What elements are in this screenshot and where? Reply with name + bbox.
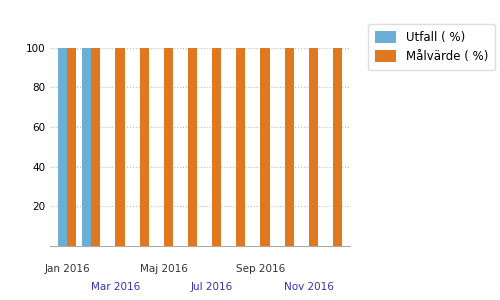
Bar <box>58 48 67 246</box>
Bar <box>116 48 124 246</box>
Bar <box>91 48 101 246</box>
Bar <box>260 48 270 246</box>
Text: Jan 2016: Jan 2016 <box>44 264 90 274</box>
Bar <box>82 48 91 246</box>
Bar <box>284 48 294 246</box>
Text: Jul 2016: Jul 2016 <box>191 282 233 292</box>
Text: Nov 2016: Nov 2016 <box>284 282 334 292</box>
Bar <box>67 48 76 246</box>
Text: Maj 2016: Maj 2016 <box>140 264 188 274</box>
Bar <box>333 48 342 246</box>
Legend: Utfall ( %), Målvärde ( %): Utfall ( %), Målvärde ( %) <box>368 24 495 70</box>
Text: Mar 2016: Mar 2016 <box>90 282 140 292</box>
Text: Sep 2016: Sep 2016 <box>236 264 285 274</box>
Bar <box>309 48 318 246</box>
Bar <box>236 48 246 246</box>
Bar <box>140 48 148 246</box>
Bar <box>164 48 173 246</box>
Bar <box>212 48 222 246</box>
Bar <box>188 48 197 246</box>
